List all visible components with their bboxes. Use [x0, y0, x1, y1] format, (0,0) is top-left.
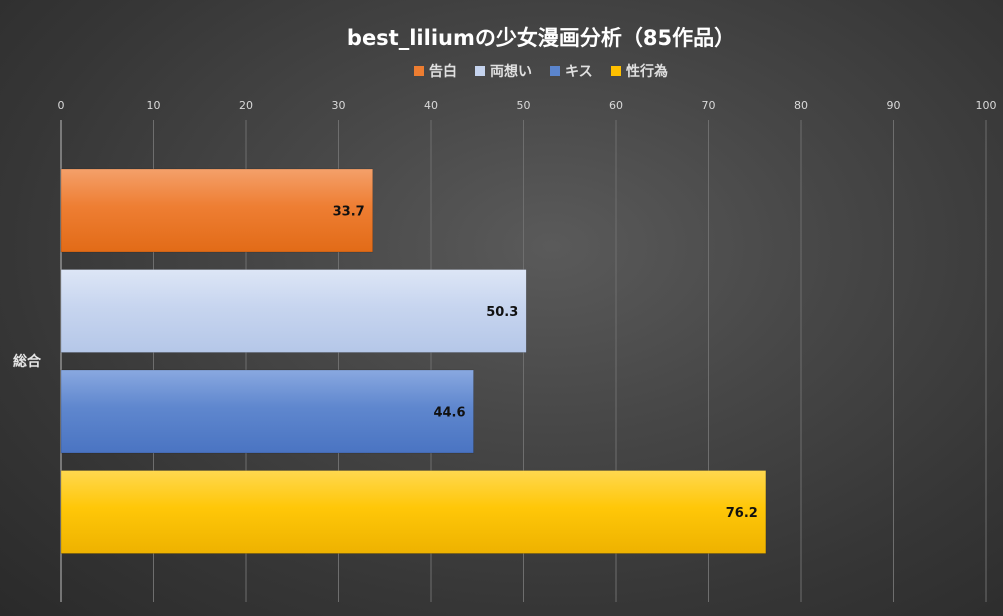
x-tick-label: 0 [58, 99, 65, 112]
bar [60, 470, 767, 554]
chart-title: best_liliumの少女漫画分析（85作品） [347, 26, 735, 50]
legend-label: キス [565, 64, 593, 80]
x-tick-label: 30 [332, 99, 346, 112]
x-tick-label: 60 [609, 99, 623, 112]
x-axis: 0 10 20 30 40 50 60 70 80 90 100 [58, 99, 997, 112]
legend-label: 性行為 [626, 63, 668, 80]
category-label: 総合 [13, 353, 42, 370]
x-tick-label: 40 [424, 99, 438, 112]
legend: 告白 両想い キス 性行為 [414, 63, 668, 80]
x-tick-label: 20 [239, 99, 253, 112]
legend-label: 両想い [490, 63, 532, 80]
x-tick-label: 80 [794, 99, 808, 112]
legend-swatch [550, 66, 560, 76]
bar [60, 168, 374, 253]
data-label: 33.7 [333, 205, 365, 220]
x-tick-label: 50 [517, 99, 531, 112]
legend-swatch [475, 66, 485, 76]
x-tick-label: 100 [976, 99, 997, 112]
legend-swatch [611, 66, 621, 76]
x-tick-label: 10 [147, 99, 161, 112]
bars [60, 168, 767, 554]
x-tick-label: 70 [702, 99, 716, 112]
x-tick-label: 90 [887, 99, 901, 112]
data-label: 50.3 [486, 305, 518, 320]
bar [60, 269, 527, 353]
data-labels: 33.7 50.3 44.6 76.2 [333, 205, 758, 522]
legend-swatch [414, 66, 424, 76]
data-label: 76.2 [726, 506, 758, 521]
bar [60, 369, 474, 454]
data-label: 44.6 [433, 406, 465, 421]
legend-label: 告白 [429, 63, 457, 80]
